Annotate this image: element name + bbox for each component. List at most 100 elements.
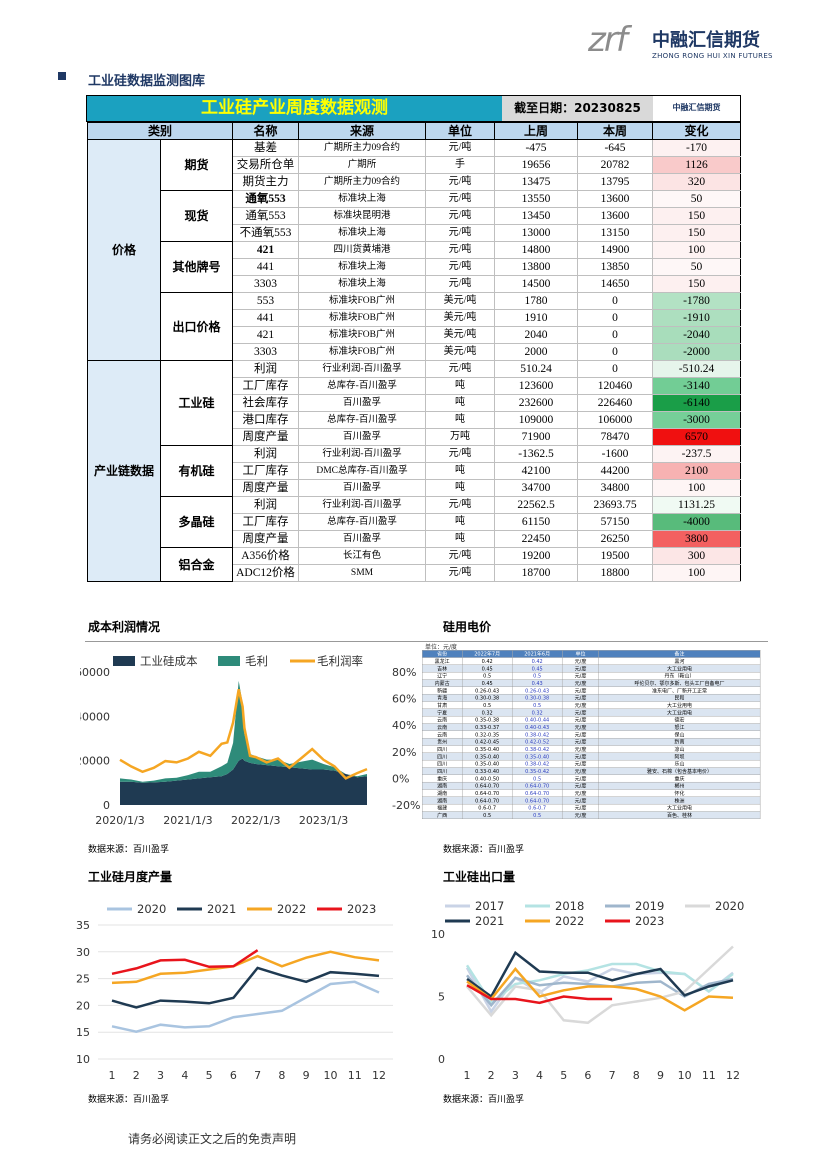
category-cell: 价格 bbox=[87, 139, 161, 361]
cell: 元/度 bbox=[561, 701, 599, 709]
table-row: 吉林 0.45 0.45 元/度 大工业用电 bbox=[422, 664, 761, 673]
area bbox=[120, 758, 367, 805]
cell: 重庆 bbox=[598, 774, 761, 783]
subcategory-cell: 铝合金 bbox=[159, 547, 234, 582]
cell-last: 22450 bbox=[494, 530, 579, 548]
cell: 元/度 bbox=[561, 715, 599, 724]
x-tick-label: 1 bbox=[109, 1069, 116, 1082]
cell: 乐山 bbox=[598, 759, 761, 768]
cell: 0.5 bbox=[461, 811, 513, 819]
cell-source: 广期所主力09合约 bbox=[298, 139, 427, 157]
cell: 宁夏 bbox=[422, 708, 463, 717]
cell: 0.64-0.70 bbox=[461, 789, 513, 797]
y2-tick-label: 60% bbox=[392, 693, 416, 706]
subcategory-cell: 工业硅 bbox=[159, 360, 234, 446]
x-tick-label: 10 bbox=[323, 1069, 337, 1082]
cell-this: 13150 bbox=[577, 224, 654, 242]
table-date: 截至日期：20230825 bbox=[502, 96, 653, 121]
cell-change: 150 bbox=[652, 207, 742, 225]
legend-label: 毛利润率 bbox=[317, 654, 363, 668]
cell-source: 行业利润-百川盈孚 bbox=[298, 496, 427, 514]
table-title-row: 工业硅产业周度数据观测 截至日期：20230825 中融汇信期货 bbox=[86, 95, 741, 122]
cell: 元/度 bbox=[561, 796, 599, 805]
cell: 福建 bbox=[422, 803, 463, 812]
data-table: 类别 名称 来源 单位 上周 本周 变化 价格 期货 基差 广期所主力09合约 元/吨 -475 -64… bbox=[86, 122, 742, 582]
cell-name: 利润 bbox=[232, 496, 300, 514]
cell-last: 14800 bbox=[494, 241, 579, 259]
cell: 大工业用电 bbox=[598, 708, 761, 717]
cell: 0.33-0.37 bbox=[461, 723, 513, 731]
x-tick-label: 10 bbox=[678, 1069, 692, 1082]
chart-title: 工业硅月度产量 bbox=[88, 870, 173, 884]
cell: 黑龙江 bbox=[422, 657, 463, 665]
column-header: 单位 bbox=[561, 649, 599, 658]
cell: 保山 bbox=[598, 730, 761, 739]
cell-unit: 元/吨 bbox=[425, 139, 496, 157]
cell-name: 基差 bbox=[232, 139, 300, 157]
cell: 元/度 bbox=[561, 723, 599, 731]
legend-label: 2020 bbox=[715, 899, 744, 913]
line bbox=[119, 689, 368, 780]
cell: 云南 bbox=[422, 723, 463, 731]
cell-name: 期货主力 bbox=[232, 173, 300, 191]
legend-label: 2019 bbox=[635, 899, 664, 913]
cell-name: ADC12价格 bbox=[232, 564, 300, 582]
cell-change: 150 bbox=[652, 224, 742, 242]
subcategory-cell: 期货 bbox=[159, 139, 234, 191]
legend-label: 2017 bbox=[475, 899, 504, 913]
cell: 丹东（鞍山） bbox=[598, 671, 761, 680]
cell-last: 510.24 bbox=[494, 360, 579, 378]
cell: 元/度 bbox=[561, 657, 599, 665]
cell: 贵州 bbox=[422, 737, 463, 746]
cell-this: 34800 bbox=[577, 479, 654, 497]
table-row: 有机硅 利润 行业利润-百川盈孚 元/吨 -1362.5 -1600 -237.5 bbox=[88, 445, 742, 497]
cell-last: 1910 bbox=[494, 309, 579, 327]
cell-name: 社会库存 bbox=[232, 394, 300, 412]
cell-this: 44200 bbox=[577, 462, 654, 480]
cell-source: 标准块上海 bbox=[298, 258, 427, 276]
cell-unit: 元/吨 bbox=[425, 207, 496, 225]
cell: 0.32 bbox=[461, 708, 513, 717]
cell-unit: 手 bbox=[425, 156, 496, 174]
cell-source: 标准块FOB广州 bbox=[298, 343, 427, 361]
x-tick-label: 2021/1/3 bbox=[163, 814, 212, 827]
line bbox=[466, 984, 613, 1005]
x-tick-label: 2023/1/3 bbox=[299, 814, 348, 827]
table-row: 四川 0.35-0.40 0.38-0.42 元/度 乐山 bbox=[422, 759, 761, 768]
cell-change: 3800 bbox=[652, 530, 742, 548]
cell: 0.42 bbox=[461, 657, 513, 665]
cell-this: 14900 bbox=[577, 241, 654, 259]
cell-this: 13795 bbox=[577, 173, 654, 191]
cell-this: 20782 bbox=[577, 156, 654, 174]
x-tick-label: 8 bbox=[633, 1069, 640, 1082]
cell: 元/度 bbox=[561, 811, 599, 819]
cell: 0.42-0.45 bbox=[461, 737, 513, 746]
cell-change: -6140 bbox=[652, 394, 742, 412]
x-tick-label: 11 bbox=[348, 1069, 362, 1082]
cell: 大工业用电 bbox=[598, 701, 761, 709]
cell-this: -1600 bbox=[577, 445, 654, 463]
column-header: 备注 bbox=[598, 649, 761, 658]
y-tick-label: 25 bbox=[76, 973, 90, 986]
legend-label: 2022 bbox=[277, 902, 306, 916]
cell-last: 19200 bbox=[494, 547, 579, 565]
cell: 0.5 bbox=[461, 671, 513, 680]
cell: 0.5 bbox=[511, 701, 563, 709]
cell-unit: 美元/吨 bbox=[425, 292, 496, 310]
cell-unit: 美元/吨 bbox=[425, 309, 496, 327]
cell-last: 34700 bbox=[494, 479, 579, 497]
cell-unit: 美元/吨 bbox=[425, 326, 496, 344]
table-row: 441 标准块上海 元/吨 13800 13850 50 bbox=[88, 258, 742, 276]
cell: 黑河 bbox=[598, 657, 761, 665]
cell: 0.30-0.38 bbox=[461, 693, 513, 702]
legend-label: 2023 bbox=[635, 914, 664, 928]
cell-source: 标准块FOB广州 bbox=[298, 292, 427, 310]
y-tick-label: 10 bbox=[76, 1053, 90, 1066]
cell-name: 通氧553 bbox=[232, 207, 300, 225]
source-note: 数据来源：百川盈孚 bbox=[443, 845, 525, 855]
table-row: 不通氧553 标准块上海 元/吨 13000 13150 150 bbox=[88, 224, 742, 242]
cell-unit: 元/吨 bbox=[425, 258, 496, 276]
cell: 0.5 bbox=[511, 811, 563, 819]
cell-unit: 元/吨 bbox=[425, 547, 496, 565]
